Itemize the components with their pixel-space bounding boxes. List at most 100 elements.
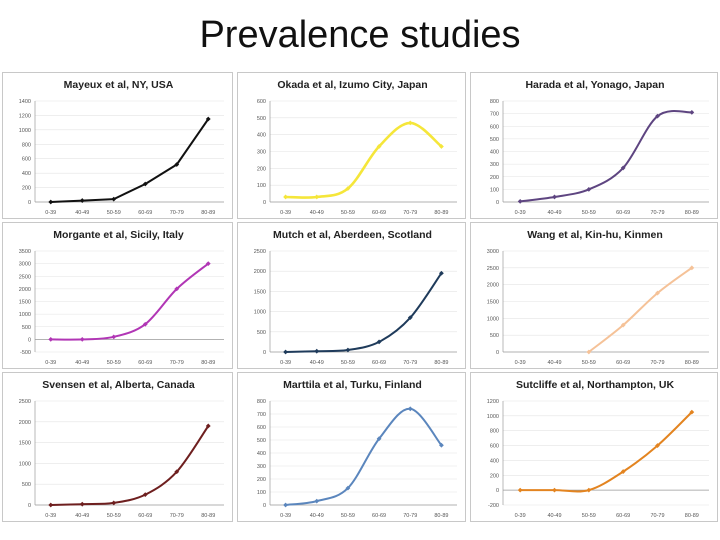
y-tick-label: 1500 bbox=[254, 289, 266, 295]
x-tick-label: 80-89 bbox=[685, 513, 699, 519]
data-point bbox=[174, 469, 180, 475]
y-tick-label: 0 bbox=[28, 200, 31, 206]
y-tick-label: 0 bbox=[496, 488, 499, 494]
data-point bbox=[376, 436, 382, 442]
x-tick-label: 60-69 bbox=[138, 360, 152, 366]
data-point bbox=[376, 339, 382, 345]
y-tick-label: 500 bbox=[490, 137, 499, 143]
x-tick-label: 40-49 bbox=[310, 513, 324, 519]
data-point bbox=[345, 347, 351, 353]
data-point bbox=[620, 469, 626, 474]
data-point bbox=[79, 198, 85, 203]
y-tick-label: 700 bbox=[490, 112, 499, 118]
data-point bbox=[314, 348, 320, 354]
x-tick-label: 60-69 bbox=[372, 513, 386, 519]
y-tick-label: 800 bbox=[490, 429, 499, 435]
data-point bbox=[79, 336, 85, 342]
chart-title: Wang et al, Kin-hu, Kinmen bbox=[527, 229, 663, 241]
data-point bbox=[586, 487, 592, 493]
series-line bbox=[284, 407, 443, 506]
y-tick-label: 200 bbox=[490, 473, 499, 479]
chart-svg: Svensen et al, Alberta, Canada 0 500 1000 15… bbox=[19, 379, 224, 519]
y-tick-label: 200 bbox=[490, 175, 499, 181]
x-tick-label: 50-59 bbox=[341, 360, 355, 366]
data-point bbox=[689, 109, 695, 115]
data-point bbox=[407, 315, 413, 321]
x-tick-label: 70-79 bbox=[170, 513, 184, 519]
y-tick-label: 2000 bbox=[19, 420, 31, 426]
chart-svg: Marttila et al, Turku, Finland 0 100 200 300… bbox=[257, 379, 457, 519]
y-tick-label: 800 bbox=[22, 142, 31, 148]
data-point bbox=[345, 186, 351, 191]
y-tick-label: 1000 bbox=[487, 316, 499, 322]
y-tick-label: -200 bbox=[488, 503, 499, 509]
x-tick-label: 0-39 bbox=[45, 360, 56, 366]
data-point bbox=[174, 162, 180, 167]
data-point bbox=[205, 423, 211, 429]
x-tick-label: 0-39 bbox=[280, 360, 291, 366]
x-tick-label: 60-69 bbox=[372, 210, 386, 216]
x-tick-label: 80-89 bbox=[434, 513, 448, 519]
series-line bbox=[284, 272, 443, 353]
data-point bbox=[407, 120, 413, 126]
x-tick-label: 50-59 bbox=[341, 513, 355, 519]
x-tick-label: 70-79 bbox=[650, 513, 664, 519]
chart-panel-2: Okada et al, Izumo City, Japan 0 100 200 300… bbox=[237, 72, 466, 219]
series-line bbox=[49, 118, 210, 203]
page-title: Prevalence studies bbox=[199, 14, 521, 56]
x-tick-label: 60-69 bbox=[616, 360, 630, 366]
y-tick-label: -500 bbox=[20, 350, 31, 356]
y-tick-label: 200 bbox=[22, 186, 31, 192]
x-tick-label: 80-89 bbox=[434, 360, 448, 366]
data-point bbox=[142, 492, 148, 497]
y-tick-label: 300 bbox=[257, 464, 266, 470]
y-tick-label: 0 bbox=[28, 503, 31, 509]
x-tick-label: 80-89 bbox=[201, 360, 215, 366]
y-tick-label: 1000 bbox=[487, 414, 499, 420]
chart-svg: Wang et al, Kin-hu, Kinmen 0 500 1000 1500 20… bbox=[487, 229, 709, 366]
x-tick-label: 50-59 bbox=[107, 210, 121, 216]
y-tick-label: 1400 bbox=[19, 99, 31, 105]
data-point bbox=[79, 501, 85, 507]
data-point bbox=[111, 500, 117, 506]
chart-panel-5: Mutch et al, Aberdeen, Scotland 0 500 1000 1… bbox=[237, 222, 466, 369]
y-tick-label: 3000 bbox=[487, 249, 499, 255]
y-tick-label: 600 bbox=[257, 425, 266, 431]
data-point bbox=[439, 144, 444, 149]
series-line bbox=[587, 266, 693, 353]
y-tick-label: 600 bbox=[490, 124, 499, 130]
y-tick-label: 2000 bbox=[254, 269, 266, 275]
x-tick-label: 40-49 bbox=[75, 513, 89, 519]
chart-svg: Mayeux et al, NY, USA 0 200 400 600 800 1000 12… bbox=[19, 79, 224, 216]
data-point bbox=[517, 198, 523, 204]
data-point bbox=[314, 498, 320, 504]
y-tick-label: 1000 bbox=[19, 312, 31, 318]
x-tick-label: 50-59 bbox=[582, 210, 596, 216]
y-tick-label: 600 bbox=[22, 157, 31, 163]
data-point bbox=[283, 194, 288, 200]
y-tick-label: 400 bbox=[257, 451, 266, 457]
x-tick-label: 40-49 bbox=[547, 360, 561, 366]
x-tick-label: 40-49 bbox=[75, 360, 89, 366]
data-point bbox=[283, 349, 288, 355]
series-line bbox=[49, 425, 210, 506]
chart-svg: Sutcliffe et al, Northampton, UK -200 0 200… bbox=[487, 379, 709, 519]
x-tick-label: 60-69 bbox=[138, 210, 152, 216]
chart-title: Morgante et al, Sicily, Italy bbox=[53, 229, 184, 241]
chart-panel-3: Harada et al, Yonago, Japan 0 100 200 300 400… bbox=[470, 72, 718, 219]
y-tick-label: 0 bbox=[496, 350, 499, 356]
x-tick-label: 70-79 bbox=[170, 360, 184, 366]
x-tick-label: 60-69 bbox=[138, 513, 152, 519]
series-line bbox=[519, 110, 693, 203]
data-point bbox=[111, 196, 117, 202]
x-tick-label: 40-49 bbox=[547, 513, 561, 519]
x-tick-label: 60-69 bbox=[616, 210, 630, 216]
y-tick-label: 3000 bbox=[19, 262, 31, 268]
y-tick-label: 3500 bbox=[19, 249, 31, 255]
y-tick-label: 1000 bbox=[254, 310, 266, 316]
y-tick-label: 500 bbox=[22, 482, 31, 488]
chart-title: Mutch et al, Aberdeen, Scotland bbox=[273, 229, 432, 241]
x-tick-label: 50-59 bbox=[582, 513, 596, 519]
y-tick-label: 200 bbox=[257, 166, 266, 172]
chart-panel-6: Wang et al, Kin-hu, Kinmen 0 500 1000 1500 20… bbox=[470, 222, 718, 369]
